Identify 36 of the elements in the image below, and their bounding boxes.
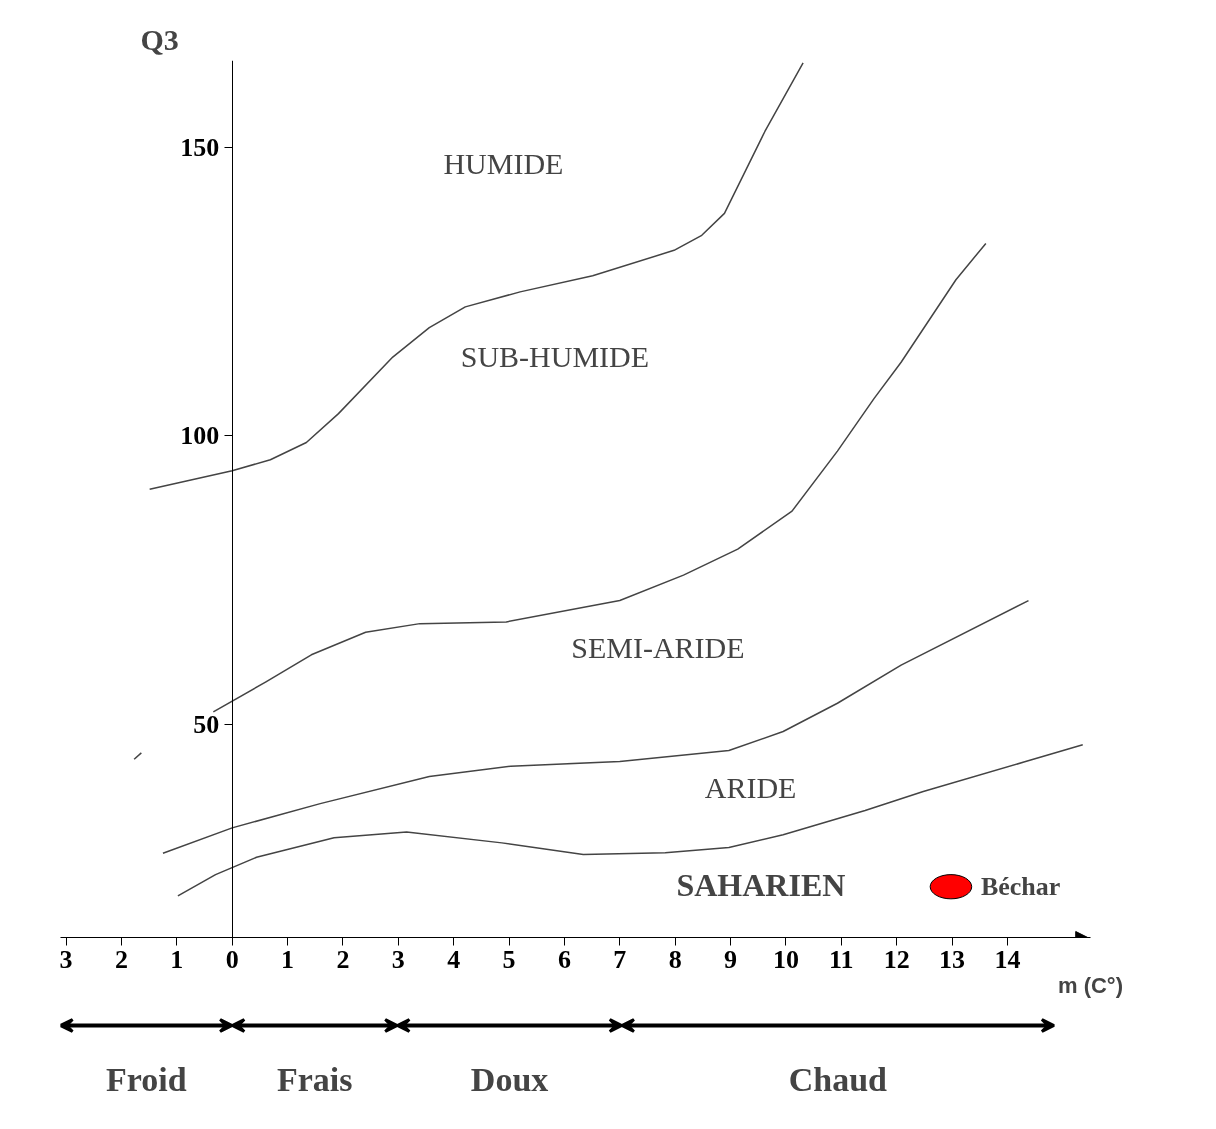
x-tick-label: 14	[994, 944, 1021, 974]
text: Chaud	[788, 1060, 888, 1098]
y-tick-label: 100	[180, 421, 220, 451]
x-tick-label: 1	[170, 944, 184, 974]
x-tick-label: 3	[391, 944, 405, 974]
y-tick-label: 150	[180, 132, 220, 162]
annotation: SEMI-ARIDE	[571, 630, 745, 664]
x-tick-label: 3	[59, 944, 73, 974]
annotation: ARIDE	[704, 771, 797, 805]
line-series	[148, 62, 804, 490]
x-tick-label: 11	[829, 944, 854, 974]
series-label: Béchar	[980, 872, 1061, 902]
x-tick-label: 10	[772, 944, 799, 974]
x-tick-label: 2	[114, 944, 128, 974]
x-tick-label: 5	[502, 944, 516, 974]
x-tick-label: 1	[281, 944, 295, 974]
line-series	[177, 744, 1084, 897]
x-tick-label: 6	[557, 944, 571, 974]
text: Froid	[106, 1060, 187, 1098]
y-tick-label: 50	[193, 709, 220, 739]
y-axis-title: Q3	[140, 22, 179, 56]
x-axis-title: m (C°)	[1057, 972, 1124, 998]
x-tick-label: 0	[225, 944, 239, 974]
annotation: SAHARIEN	[676, 866, 846, 903]
x-tick-label: 7	[613, 944, 627, 974]
x-tick-label: 13	[939, 944, 966, 974]
x-tick-label: 4	[447, 944, 461, 974]
x-tick-label: 12	[883, 944, 910, 974]
annotation: SUB-HUMIDE	[460, 340, 650, 374]
line-series	[162, 599, 1030, 855]
x-tick-label: 2	[336, 944, 350, 974]
text: Frais	[276, 1060, 353, 1098]
annotation: HUMIDE	[443, 146, 564, 180]
text: Doux	[470, 1060, 549, 1098]
x-tick-label: 8	[668, 944, 682, 974]
x-tick-label: 9	[724, 944, 738, 974]
